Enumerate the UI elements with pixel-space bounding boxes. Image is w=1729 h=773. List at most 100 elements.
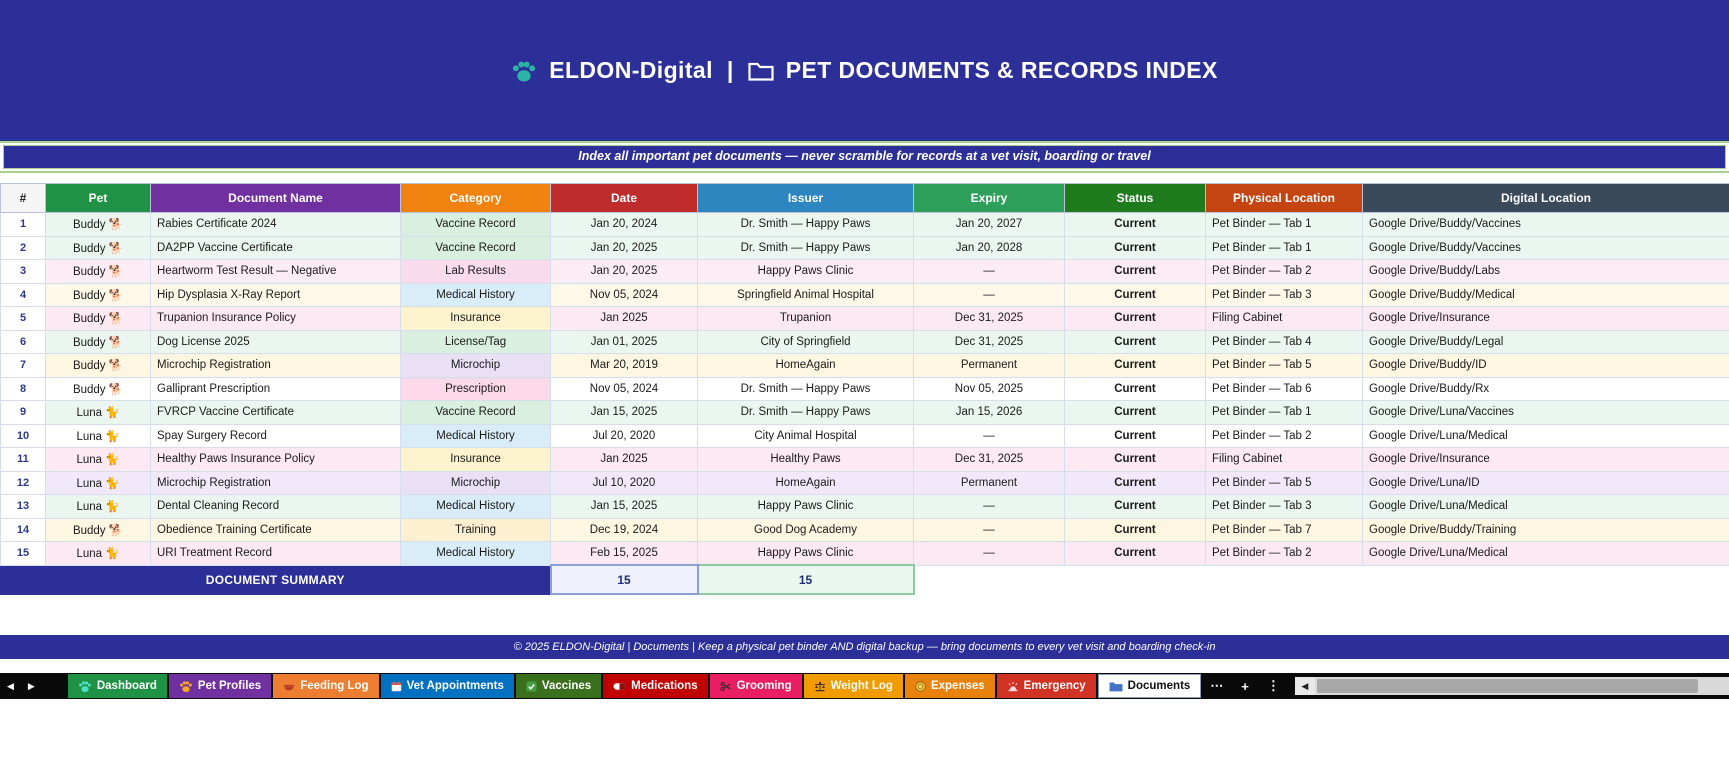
cell-num[interactable]: 5 [0,306,46,331]
sheet-tab-medications[interactable]: Medications [603,674,708,698]
cell-date[interactable]: Nov 05, 2024 [550,376,698,401]
cell-num[interactable]: 6 [0,329,46,354]
sheet-tab-pet-profiles[interactable]: Pet Profiles [168,674,272,698]
cell-pet[interactable]: Buddy 🐕 [45,329,151,354]
cell-status[interactable]: Current [1064,235,1206,260]
column-header-date[interactable]: Date [550,183,698,213]
cell-issuer[interactable]: City of Springfield [697,329,914,354]
sheet-tab-documents[interactable]: Documents [1097,674,1202,698]
sheet-tab-grooming[interactable]: Grooming [709,674,802,698]
cell-digital-location[interactable]: Google Drive/Buddy/ID [1362,353,1729,378]
cell-date[interactable]: Feb 15, 2025 [550,541,698,566]
cell-category[interactable]: Medical History [400,282,551,307]
cell-num[interactable]: 13 [0,494,46,519]
cell-issuer[interactable]: Healthy Paws [697,447,914,472]
cell-document-name[interactable]: DA2PP Vaccine Certificate [150,235,401,260]
tabs-scroll-right-button[interactable]: ▶ [27,680,35,691]
cell-status[interactable]: Current [1064,517,1206,542]
cell-num[interactable]: 14 [0,517,46,542]
cell-category[interactable]: Microchip [400,353,551,378]
cell-digital-location[interactable]: Google Drive/Luna/ID [1362,470,1729,495]
cell-date[interactable]: Nov 05, 2024 [550,282,698,307]
cell-date[interactable]: Jan 15, 2025 [550,494,698,519]
cell-status[interactable]: Current [1064,282,1206,307]
cell-pet[interactable]: Luna 🐈 [45,470,151,495]
column-header-pet[interactable]: Pet [45,183,151,213]
cell-physical-location[interactable]: Pet Binder — Tab 1 [1205,212,1363,237]
cell-num[interactable]: 3 [0,259,46,284]
cell-status[interactable]: Current [1064,353,1206,378]
cell-issuer[interactable]: Happy Paws Clinic [697,494,914,519]
cell-category[interactable]: Training [400,517,551,542]
cell-physical-location[interactable]: Pet Binder — Tab 6 [1205,376,1363,401]
cell-pet[interactable]: Luna 🐈 [45,423,151,448]
cell-pet[interactable]: Buddy 🐕 [45,282,151,307]
cell-issuer[interactable]: City Animal Hospital [697,423,914,448]
all-sheets-button[interactable]: ⋯ [1210,678,1224,693]
cell-pet[interactable]: Luna 🐈 [45,400,151,425]
cell-category[interactable]: Prescription [400,376,551,401]
cell-physical-location[interactable]: Pet Binder — Tab 2 [1205,541,1363,566]
cell-category[interactable]: Insurance [400,306,551,331]
cell-date[interactable]: Jan 15, 2025 [550,400,698,425]
cell-digital-location[interactable]: Google Drive/Buddy/Medical [1362,282,1729,307]
cell-expiry[interactable]: — [913,541,1065,566]
cell-date[interactable]: Jan 20, 2025 [550,235,698,260]
cell-num[interactable]: 1 [0,212,46,237]
cell-digital-location[interactable]: Google Drive/Buddy/Vaccines [1362,235,1729,260]
cell-category[interactable]: Medical History [400,494,551,519]
cell-physical-location[interactable]: Pet Binder — Tab 1 [1205,400,1363,425]
summary-date-count[interactable]: 15 [549,564,699,595]
cell-digital-location[interactable]: Google Drive/Luna/Medical [1362,541,1729,566]
cell-category[interactable]: Vaccine Record [400,235,551,260]
cell-status[interactable]: Current [1064,423,1206,448]
cell-physical-location[interactable]: Pet Binder — Tab 5 [1205,470,1363,495]
cell-document-name[interactable]: Spay Surgery Record [150,423,401,448]
scrollbar-left-arrow[interactable]: ◀ [1294,677,1315,695]
sheet-menu-button[interactable]: ⋮ [1266,678,1280,693]
scrollbar-thumb[interactable] [1316,679,1698,693]
cell-expiry[interactable]: — [913,517,1065,542]
column-header-document-name[interactable]: Document Name [150,183,401,213]
cell-expiry[interactable]: Dec 31, 2025 [913,329,1065,354]
cell-document-name[interactable]: Galliprant Prescription [150,376,401,401]
cell-pet[interactable]: Buddy 🐕 [45,353,151,378]
cell-physical-location[interactable]: Pet Binder — Tab 4 [1205,329,1363,354]
cell-digital-location[interactable]: Google Drive/Insurance [1362,447,1729,472]
cell-expiry[interactable]: Jan 20, 2027 [913,212,1065,237]
column-header-digital-location[interactable]: Digital Location [1362,183,1729,213]
summary-issuer-count[interactable]: 15 [696,564,915,595]
cell-physical-location[interactable]: Pet Binder — Tab 1 [1205,235,1363,260]
cell-category[interactable]: Vaccine Record [400,212,551,237]
cell-physical-location[interactable]: Pet Binder — Tab 3 [1205,494,1363,519]
cell-digital-location[interactable]: Google Drive/Luna/Medical [1362,423,1729,448]
cell-issuer[interactable]: Happy Paws Clinic [697,259,914,284]
cell-pet[interactable]: Luna 🐈 [45,447,151,472]
cell-date[interactable]: Jan 2025 [550,447,698,472]
cell-num[interactable]: 7 [0,353,46,378]
column-header-issuer[interactable]: Issuer [697,183,914,213]
cell-digital-location[interactable]: Google Drive/Buddy/Training [1362,517,1729,542]
cell-document-name[interactable]: Rabies Certificate 2024 [150,212,401,237]
cell-status[interactable]: Current [1064,376,1206,401]
cell-expiry[interactable]: Dec 31, 2025 [913,447,1065,472]
cell-digital-location[interactable]: Google Drive/Insurance [1362,306,1729,331]
cell-expiry[interactable]: — [913,282,1065,307]
cell-physical-location[interactable]: Pet Binder — Tab 2 [1205,423,1363,448]
cell-num[interactable]: 2 [0,235,46,260]
cell-expiry[interactable]: — [913,423,1065,448]
cell-date[interactable]: Dec 19, 2024 [550,517,698,542]
cell-expiry[interactable]: Nov 05, 2025 [913,376,1065,401]
cell-status[interactable]: Current [1064,259,1206,284]
cell-document-name[interactable]: Obedience Training Certificate [150,517,401,542]
cell-document-name[interactable]: Hip Dysplasia X-Ray Report [150,282,401,307]
cell-issuer[interactable]: HomeAgain [697,353,914,378]
cell-date[interactable]: Jan 01, 2025 [550,329,698,354]
cell-expiry[interactable]: Permanent [913,470,1065,495]
add-sheet-button[interactable]: + [1241,678,1249,694]
cell-issuer[interactable]: Trupanion [697,306,914,331]
cell-digital-location[interactable]: Google Drive/Luna/Vaccines [1362,400,1729,425]
cell-issuer[interactable]: Happy Paws Clinic [697,541,914,566]
cell-pet[interactable]: Buddy 🐕 [45,306,151,331]
cell-num[interactable]: 9 [0,400,46,425]
